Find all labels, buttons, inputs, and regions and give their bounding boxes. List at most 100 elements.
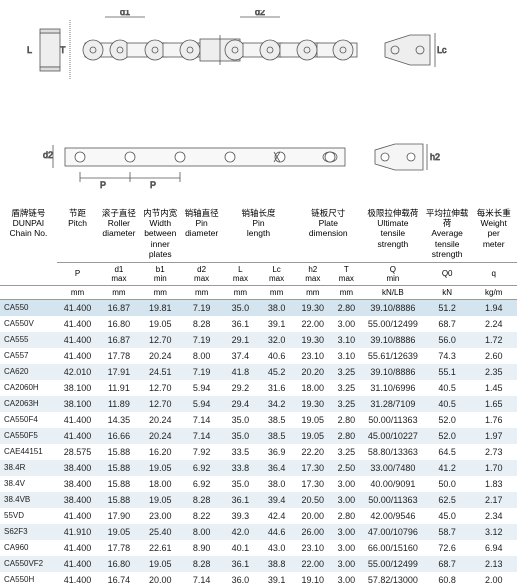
table-cell: 2.13	[470, 556, 517, 572]
table-cell: 39.10/8886	[362, 364, 424, 380]
table-cell: 22.00	[295, 316, 331, 332]
table-cell: 50.00/11363	[362, 412, 424, 428]
table-row: CA55741.40017.7820.248.0037.440.623.103.…	[0, 348, 517, 364]
table-cell: 55VD	[0, 508, 57, 524]
table-row: CA96041.40017.7822.618.9040.143.023.103.…	[0, 540, 517, 556]
table-cell: CA2060H	[0, 380, 57, 396]
table-cell: 40.1	[222, 540, 258, 556]
table-cell: 3.00	[331, 492, 362, 508]
table-cell: CA2063H	[0, 396, 57, 412]
table-cell: 68.7	[424, 556, 471, 572]
table-cell: 19.30	[295, 299, 331, 316]
table-cell: 41.400	[57, 412, 98, 428]
header-cell: 每米长重Weightpermeter	[470, 205, 517, 262]
table-cell: 19.05	[140, 556, 181, 572]
table-cell: 41.400	[57, 508, 98, 524]
table-cell: 39.10/8886	[362, 299, 424, 316]
table-cell: CA550	[0, 299, 57, 316]
table-cell: 52.0	[424, 428, 471, 444]
table-cell: CA960	[0, 540, 57, 556]
table-row: 55VD41.40017.9023.008.2239.342.420.002.8…	[0, 508, 517, 524]
header-unit: mm	[181, 285, 222, 299]
table-cell: 3.00	[331, 572, 362, 588]
table-cell: 8.22	[181, 508, 222, 524]
table-cell: 45.2	[258, 364, 294, 380]
table-cell: 31.10/6996	[362, 380, 424, 396]
table-cell: 38.400	[57, 492, 98, 508]
table-cell: 40.5	[424, 380, 471, 396]
table-cell: 33.5	[222, 444, 258, 460]
header-cell: 内节内宽Widthbetweeninner plates	[140, 205, 181, 262]
table-cell: 23.10	[295, 348, 331, 364]
table-cell: 23.10	[295, 540, 331, 556]
header-symbol: Lmax	[222, 262, 258, 285]
header-unit: kN	[424, 285, 471, 299]
table-cell: 7.19	[181, 364, 222, 380]
table-cell: 29.4	[222, 396, 258, 412]
table-cell: 17.91	[98, 364, 139, 380]
table-cell: 1.65	[470, 396, 517, 412]
header-unit: mm	[98, 285, 139, 299]
table-cell: 47.00/10796	[362, 524, 424, 540]
table-body: CA55041.40016.8719.817.1935.038.019.302.…	[0, 299, 517, 588]
table-cell: 2.60	[470, 348, 517, 364]
table-cell: 55.61/12639	[362, 348, 424, 364]
table-cell: 31.28/7109	[362, 396, 424, 412]
table-cell: CA620	[0, 364, 57, 380]
header-symbol: P	[57, 262, 98, 285]
table-row: CA62042.01017.9124.517.1941.845.220.203.…	[0, 364, 517, 380]
header-symbol: Tmax	[331, 262, 362, 285]
table-cell: 58.80/13363	[362, 444, 424, 460]
table-cell: 7.19	[181, 299, 222, 316]
table-row: CA55541.40016.8712.707.1929.132.019.303.…	[0, 332, 517, 348]
table-row: CA2060H38.10011.9112.705.9429.231.618.00…	[0, 380, 517, 396]
header-cell: 盾牌链号DUNPAIChain No.	[0, 205, 57, 285]
table-cell: 39.1	[258, 572, 294, 588]
table-cell: 29.2	[222, 380, 258, 396]
table-cell: 7.19	[181, 332, 222, 348]
table-cell: 8.28	[181, 492, 222, 508]
table-cell: 40.00/9091	[362, 476, 424, 492]
table-cell: 19.81	[140, 299, 181, 316]
table-cell: 31.6	[258, 380, 294, 396]
header-unit: kg/m	[470, 285, 517, 299]
table-cell: 45.0	[424, 508, 471, 524]
svg-text:d2: d2	[255, 10, 265, 17]
table-row: CA550V41.40016.8019.058.2836.139.122.003…	[0, 316, 517, 332]
table-cell: 14.35	[98, 412, 139, 428]
table-cell: 33.00/7480	[362, 460, 424, 476]
table-cell: 19.10	[295, 572, 331, 588]
table-cell: 1.83	[470, 476, 517, 492]
table-cell: 3.10	[331, 332, 362, 348]
header-symbol: Qmin	[362, 262, 424, 285]
svg-text:T: T	[60, 45, 66, 55]
table-cell: 17.78	[98, 540, 139, 556]
table-cell: 5.94	[181, 380, 222, 396]
table-cell: 41.2	[424, 460, 471, 476]
table-cell: 17.30	[295, 476, 331, 492]
table-cell: 8.90	[181, 540, 222, 556]
table-cell: 3.00	[331, 524, 362, 540]
table-cell: 52.0	[424, 412, 471, 428]
table-cell: 2.80	[331, 508, 362, 524]
header-cell: 销轴长度Pinlength	[222, 205, 294, 262]
table-cell: 3.25	[331, 396, 362, 412]
table-cell: 55.1	[424, 364, 471, 380]
table-row: 38.4VB38.40015.8819.058.2836.139.420.503…	[0, 492, 517, 508]
table-cell: 40.6	[258, 348, 294, 364]
table-cell: 72.6	[424, 540, 471, 556]
table-cell: 37.4	[222, 348, 258, 364]
table-cell: 16.20	[140, 444, 181, 460]
table-cell: 38.0	[258, 299, 294, 316]
table-row: CAE4415128.57515.8816.207.9233.536.922.2…	[0, 444, 517, 460]
table-cell: 20.00	[295, 508, 331, 524]
table-cell: 42.00/9546	[362, 508, 424, 524]
table-cell: 39.1	[258, 316, 294, 332]
table-cell: 23.00	[140, 508, 181, 524]
table-cell: 38.5	[258, 412, 294, 428]
table-cell: 18.00	[140, 476, 181, 492]
table-cell: 3.25	[331, 380, 362, 396]
table-cell: 25.40	[140, 524, 181, 540]
svg-text:P: P	[150, 180, 156, 190]
table-cell: 12.70	[140, 380, 181, 396]
